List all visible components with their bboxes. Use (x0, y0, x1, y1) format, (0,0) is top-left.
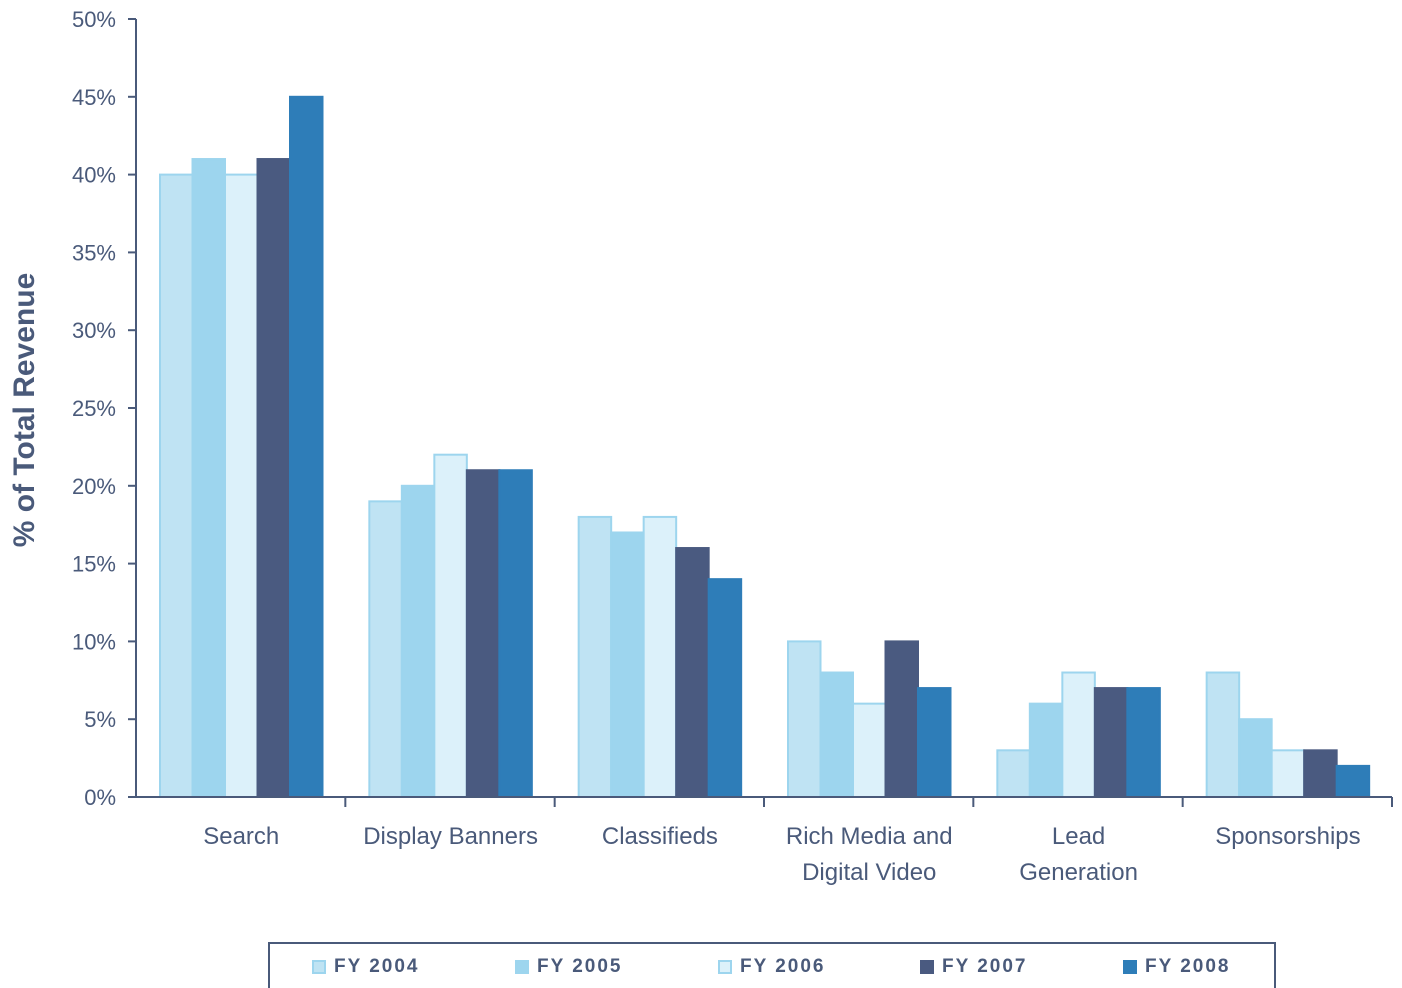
category-labels: Search Display Banners Classifieds Rich Med… (203, 823, 1360, 886)
legend-label: FY 2008 (1145, 956, 1231, 977)
bar-fy-2007 (675, 547, 710, 798)
y-tick-label: 40% (72, 163, 116, 188)
bar-fy-2005 (1028, 702, 1064, 799)
legend-swatch (515, 960, 529, 974)
bar-fy-2007 (1093, 687, 1129, 799)
legend-swatch (718, 960, 732, 974)
bar-fy-2005 (610, 531, 645, 798)
y-tick-label: 5% (84, 707, 116, 732)
x-category-label: Classifieds (602, 823, 718, 850)
bar-fy-2004 (996, 749, 1031, 799)
bar-fy-2006 (1270, 749, 1306, 799)
bar-fy-2005 (191, 158, 226, 799)
y-tick-label: 25% (72, 396, 116, 421)
legend-label: FY 2007 (942, 956, 1028, 977)
legend-swatch (1123, 960, 1137, 974)
legend-item: FY 2007 (920, 956, 1027, 978)
bar-fy-2008 (1335, 764, 1371, 799)
bar-fy-2007 (1303, 749, 1338, 799)
bar-fy-2008 (289, 95, 324, 799)
bar-fy-2006 (224, 173, 259, 799)
bars-group (159, 95, 1371, 799)
legend-label: FY 2005 (537, 956, 623, 977)
y-tick-label: 35% (72, 240, 116, 265)
bar-fy-2004 (577, 515, 613, 798)
bar-fy-2006 (1061, 671, 1096, 799)
bar-fy-2008 (707, 578, 743, 798)
bar-fy-2005 (400, 484, 436, 798)
x-category-label: Rich Media and (786, 823, 953, 850)
bar-fy-2006 (642, 515, 678, 798)
bar-fy-2008 (498, 469, 533, 798)
y-axis-ticks: 0% 5% 10% 15% 20% 25% 30% 35% 40% 45% 50% (72, 7, 136, 810)
y-tick-label: 15% (72, 552, 116, 577)
x-category-label: Search (203, 823, 279, 850)
bar-fy-2008 (1126, 687, 1161, 799)
x-category-label: Generation (1019, 859, 1138, 886)
bar-fy-2004 (159, 173, 194, 799)
x-category-label: Display Banners (363, 823, 538, 850)
legend-item: FY 2005 (515, 956, 622, 978)
y-axis-title: % of Total Revenue (8, 273, 41, 547)
bar-fy-2005 (1238, 718, 1273, 799)
bar-fy-2004 (787, 640, 822, 799)
x-axis (135, 19, 1393, 807)
x-category-label: Sponsorships (1215, 823, 1360, 850)
legend: FY 2004 FY 2005 FY 2006 FY 2007 FY 2008 (268, 942, 1276, 988)
y-tick-label: 30% (72, 318, 116, 343)
y-tick-label: 45% (72, 85, 116, 110)
x-category-label: Digital Video (802, 859, 936, 886)
y-tick-label: 10% (72, 629, 116, 654)
bar-fy-2007 (465, 469, 501, 798)
y-tick-label: 0% (84, 785, 116, 810)
legend-item: FY 2004 (312, 956, 419, 978)
legend-label: FY 2004 (334, 956, 420, 977)
legend-swatch (312, 960, 326, 974)
y-tick-label: 20% (72, 474, 116, 499)
bar-fy-2006 (852, 702, 887, 799)
bar-fy-2004 (1205, 671, 1241, 799)
bar-fy-2007 (884, 640, 919, 799)
bar-fy-2007 (256, 158, 291, 799)
x-category-label: Lead (1052, 823, 1105, 850)
legend-item: FY 2008 (1123, 956, 1230, 978)
bar-fy-2008 (917, 687, 952, 799)
bar-fy-2006 (433, 453, 468, 798)
bar-fy-2005 (819, 671, 854, 799)
legend-item: FY 2006 (718, 956, 825, 978)
legend-label: FY 2006 (740, 956, 826, 977)
bar-fy-2004 (368, 500, 403, 798)
legend-swatch (920, 960, 934, 974)
y-tick-label: 50% (72, 7, 116, 32)
